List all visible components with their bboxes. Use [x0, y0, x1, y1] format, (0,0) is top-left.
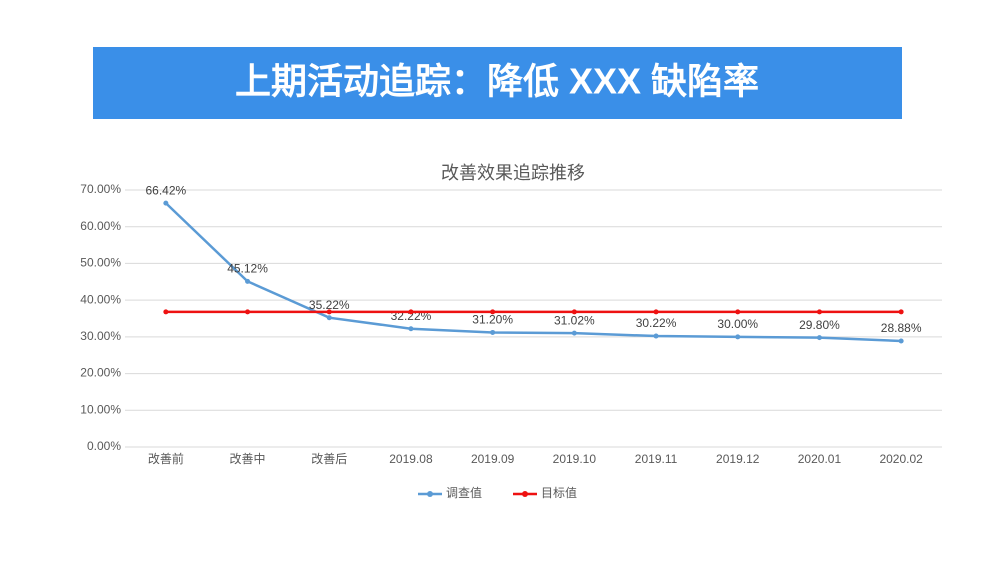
legend-marker [522, 491, 528, 497]
y-tick-label: 20.00% [80, 366, 121, 380]
point-marker [163, 309, 169, 315]
x-tick-label: 2019.11 [635, 452, 678, 466]
point-marker [163, 200, 169, 206]
point-marker [326, 315, 332, 321]
y-tick-label: 30.00% [80, 329, 121, 343]
data-label: 35.22% [309, 298, 350, 312]
point-marker [245, 309, 251, 315]
x-tick-label: 2020.01 [798, 452, 842, 466]
point-marker [408, 309, 414, 315]
y-tick-label: 70.00% [80, 182, 121, 196]
x-tick-label: 2019.10 [553, 452, 597, 466]
point-marker [326, 309, 332, 315]
data-label: 28.88% [881, 321, 922, 335]
legend-label: 目标值 [541, 485, 577, 500]
y-tick-label: 40.00% [80, 292, 121, 306]
y-tick-label: 10.00% [80, 402, 121, 416]
chart-title: 改善效果追踪推移 [441, 163, 585, 183]
x-tick-label: 改善前 [148, 451, 184, 466]
x-tick-label: 2019.08 [389, 452, 433, 466]
point-marker [653, 333, 659, 339]
legend-marker [427, 491, 433, 497]
data-label: 45.12% [227, 262, 268, 276]
point-marker [898, 309, 904, 315]
legend-label: 调查值 [446, 485, 482, 500]
data-label: 31.02% [554, 313, 595, 327]
data-label: 31.20% [472, 313, 513, 327]
point-marker [816, 335, 822, 341]
series-line [164, 202, 902, 343]
point-marker [816, 309, 822, 315]
x-tick-label: 2019.09 [471, 452, 515, 466]
header-title: 上期活动追踪：降低 XXX 缺陷率 [235, 61, 759, 102]
x-tick-label: 2020.02 [879, 452, 923, 466]
point-marker [653, 309, 659, 315]
data-label: 30.00% [717, 317, 758, 331]
y-tick-label: 0.00% [87, 439, 121, 453]
data-label: 29.80% [799, 318, 840, 332]
point-marker [490, 329, 496, 335]
x-tick-label: 改善后 [311, 451, 347, 466]
y-tick-label: 50.00% [80, 256, 121, 270]
y-tick-label: 60.00% [80, 219, 121, 233]
x-tick-label: 改善中 [230, 451, 266, 466]
point-marker [571, 330, 577, 336]
x-tick-label: 2019.12 [716, 452, 760, 466]
data-label: 66.42% [145, 183, 186, 197]
point-marker [735, 309, 741, 315]
point-marker [245, 278, 251, 284]
point-marker [571, 309, 577, 315]
point-marker [490, 309, 496, 315]
point-marker [898, 338, 904, 344]
point-marker [735, 334, 741, 340]
point-marker [408, 326, 414, 332]
header-banner [93, 47, 902, 119]
data-label: 30.22% [636, 316, 677, 330]
